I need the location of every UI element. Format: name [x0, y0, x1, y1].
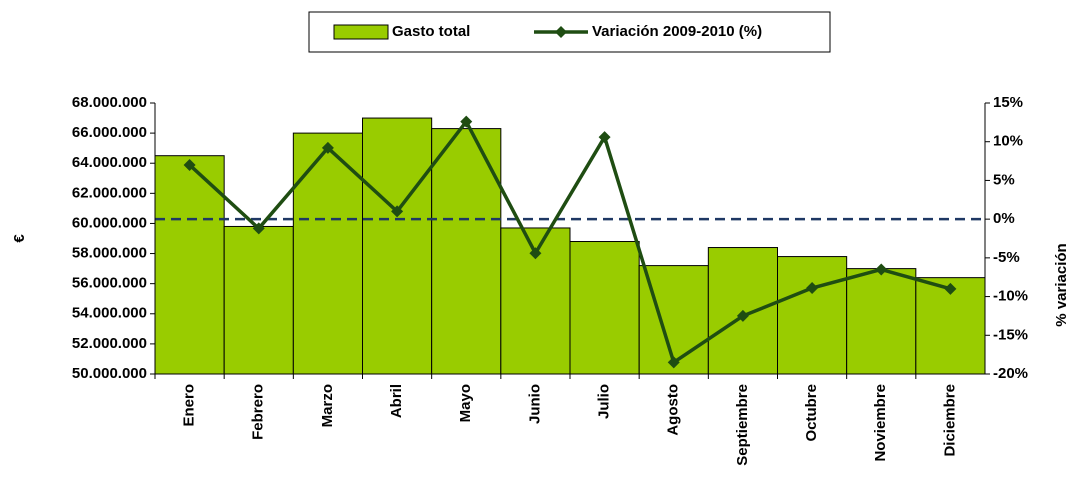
x-tick-label: Junio [526, 384, 543, 424]
y-axis-title: € [11, 234, 28, 243]
x-tick-label: Agosto [665, 384, 682, 436]
x-tick-label: Enero [181, 384, 198, 427]
y-tick-label: 54.000.000 [72, 305, 147, 322]
bar [846, 268, 917, 375]
y2-tick-label: -20% [993, 365, 1028, 382]
line-marker [736, 309, 749, 322]
x-tick-label: Noviembre [872, 384, 889, 462]
line-marker [944, 282, 957, 295]
y-tick-label: 62.000.000 [72, 184, 147, 201]
y2-tick-label: 15% [993, 94, 1023, 111]
line-marker [321, 141, 334, 154]
bar [777, 256, 848, 375]
line-marker [391, 205, 404, 218]
y2-tick-label: -15% [993, 326, 1028, 343]
y-tick-label: 56.000.000 [72, 275, 147, 292]
y2-tick-label: -5% [993, 249, 1020, 266]
bar [569, 241, 640, 375]
line [188, 118, 951, 366]
y-tick-label: 66.000.000 [72, 124, 147, 141]
y-tick-label: 50.000.000 [72, 365, 147, 382]
y-tick-label: 60.000.000 [72, 214, 147, 231]
y-tick-label: 64.000.000 [72, 154, 147, 171]
line-marker [875, 263, 888, 276]
bar [223, 225, 294, 375]
bar [362, 117, 433, 375]
legend-marker [555, 26, 567, 38]
legend-label: Gasto total [392, 23, 470, 40]
x-tick-label: Marzo [319, 384, 336, 427]
y2-axis-title: % variación [1053, 243, 1070, 326]
line-marker [460, 115, 473, 128]
x-tick-label: Diciembre [941, 384, 958, 457]
x-tick-label: Febrero [250, 384, 267, 440]
x-tick-label: Abril [388, 384, 405, 418]
y-tick-label: 68.000.000 [72, 94, 147, 111]
y2-tick-label: 5% [993, 171, 1015, 188]
x-tick-label: Octubre [803, 384, 820, 442]
y2-tick-label: 10% [993, 133, 1023, 150]
x-tick-label: Julio [596, 384, 613, 419]
legend-swatch [333, 24, 389, 40]
line-marker [598, 131, 611, 144]
y-tick-label: 58.000.000 [72, 245, 147, 262]
bar [154, 155, 225, 375]
x-tick-label: Septiembre [734, 384, 751, 466]
bar [431, 128, 502, 375]
line-marker [183, 158, 196, 171]
line-marker [806, 282, 819, 295]
line-marker [667, 356, 680, 369]
x-tick-label: Mayo [457, 384, 474, 422]
y-tick-label: 52.000.000 [72, 335, 147, 352]
y2-tick-label: -10% [993, 288, 1028, 305]
line-marker [529, 247, 542, 260]
line-marker [252, 222, 265, 235]
y2-tick-label: 0% [993, 210, 1015, 227]
legend-label: Variación 2009-2010 (%) [592, 23, 762, 40]
